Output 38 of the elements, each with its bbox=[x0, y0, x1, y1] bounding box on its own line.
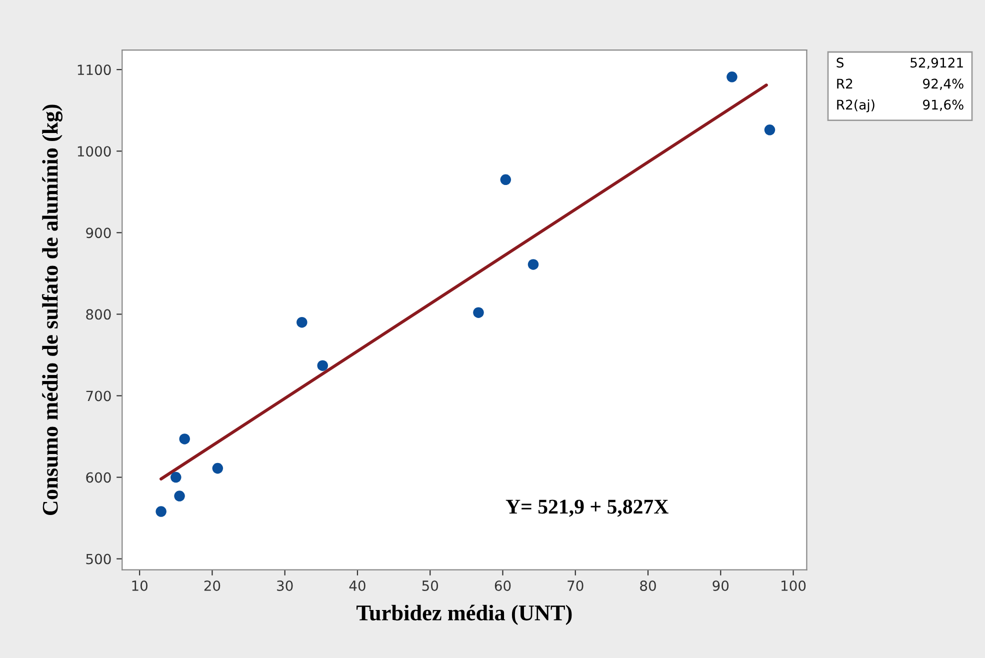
y-tick-label: 800 bbox=[86, 309, 111, 320]
point bbox=[764, 124, 776, 136]
text: R2 bbox=[837, 78, 852, 88]
y-tick-label: 900 bbox=[86, 228, 111, 238]
point bbox=[317, 360, 328, 371]
x-tick-label: 80 bbox=[640, 580, 656, 591]
text: 92,4% bbox=[923, 78, 964, 90]
text: R2(aj) bbox=[837, 99, 874, 112]
text: S bbox=[836, 58, 844, 68]
point bbox=[156, 506, 166, 517]
point bbox=[212, 462, 224, 474]
point bbox=[500, 174, 512, 186]
x-tick-label: 70 bbox=[568, 580, 584, 591]
x-tick-label: 100 bbox=[782, 580, 806, 591]
point bbox=[170, 472, 182, 483]
text: 91,6% bbox=[923, 100, 964, 111]
x-tick-label: 10 bbox=[132, 580, 148, 591]
y-axis-title: Consumo médio de sulfato de alumínio (kg) bbox=[42, 104, 62, 516]
x-tick-label: 90 bbox=[712, 580, 729, 591]
annotation: Y= 521,9 + 5,827X bbox=[506, 500, 668, 517]
point bbox=[528, 259, 539, 270]
text: 52,9121 bbox=[910, 58, 963, 69]
x-tick-label: 40 bbox=[349, 580, 366, 591]
x-tick-label: 60 bbox=[494, 580, 511, 591]
point bbox=[473, 307, 484, 318]
x-tick-label: 30 bbox=[277, 580, 293, 591]
x-tick-label: 50 bbox=[422, 580, 438, 591]
x-axis-title: Turbidez média (UNT) bbox=[356, 604, 572, 625]
point bbox=[179, 434, 190, 444]
point bbox=[296, 316, 308, 328]
x-tick-label: 20 bbox=[204, 580, 220, 591]
y-tick-label: 700 bbox=[86, 390, 111, 402]
y-tick-label: 600 bbox=[86, 472, 111, 483]
y-tick-label: 1000 bbox=[78, 146, 111, 157]
point bbox=[726, 72, 738, 82]
y-tick-label: 1100 bbox=[78, 64, 111, 76]
y-tick-label: 500 bbox=[86, 554, 111, 564]
point bbox=[174, 490, 185, 502]
